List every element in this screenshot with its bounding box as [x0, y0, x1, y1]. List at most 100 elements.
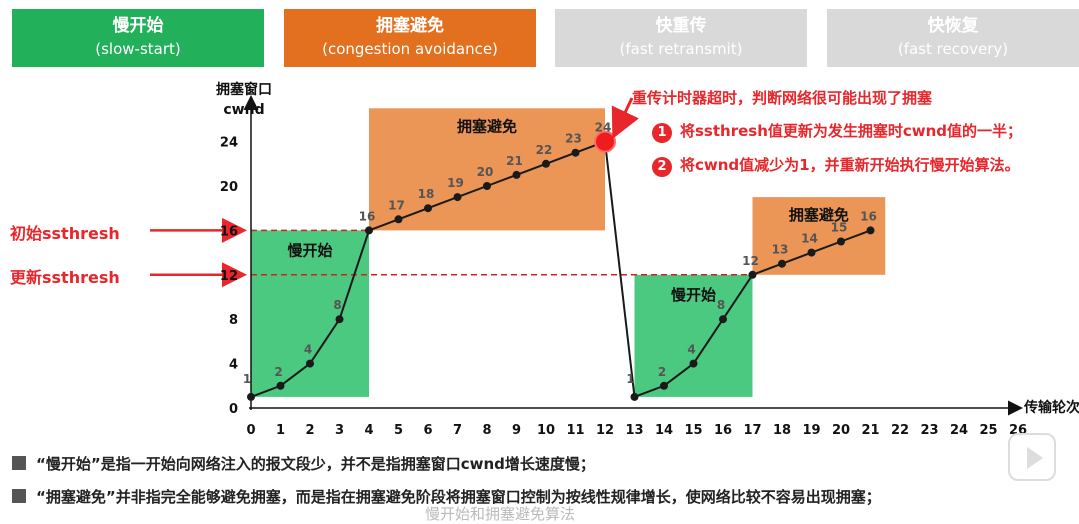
- data-point: [689, 359, 698, 368]
- x-tick-label: 16: [714, 423, 732, 438]
- data-point: [424, 204, 432, 213]
- data-point: [778, 259, 786, 268]
- data-point: [866, 226, 875, 235]
- timeout-arrow: [611, 97, 639, 140]
- data-label: 15: [831, 221, 848, 235]
- data-point: [571, 148, 580, 157]
- cwnd-line: [250, 140, 871, 399]
- x-tick-label: 17: [743, 423, 761, 438]
- data-label: 1: [243, 372, 251, 386]
- note-text: “拥塞避免”并非指完全能够避免拥塞，而是指在拥塞避免阶段将拥塞窗口控制为按线性规…: [36, 488, 881, 506]
- x-tick-label: 15: [684, 423, 702, 438]
- x-tick-label: 1: [276, 423, 285, 438]
- header-congestion-avoidance: 拥塞避免 (congestion avoidance): [284, 9, 536, 67]
- data-point: [837, 237, 845, 246]
- data-label: 17: [388, 198, 405, 212]
- header-subtitle: (fast recovery): [897, 40, 1009, 58]
- x-tick-label: 8: [482, 423, 491, 438]
- y-tick-label: 24: [220, 136, 238, 151]
- phase-region-label: 慢开始: [287, 241, 332, 259]
- data-point: [306, 359, 314, 368]
- header-title: 快重传: [655, 16, 707, 36]
- data-label: 16: [359, 209, 376, 223]
- header-subtitle: (congestion avoidance): [322, 40, 498, 58]
- data-point: [630, 392, 639, 401]
- header-title: 快恢复: [927, 16, 979, 36]
- x-tick-label: 9: [512, 423, 521, 438]
- x-tick-label: 14: [655, 423, 673, 438]
- data-label: 22: [536, 143, 553, 157]
- data-label: 4: [687, 343, 695, 357]
- y-axis-title: 拥塞窗口: [216, 81, 272, 98]
- phase-region: [369, 108, 605, 231]
- x-tick-label: 4: [364, 423, 373, 438]
- subtitle-caption: 慢开始和拥塞避免算法: [425, 505, 576, 523]
- header-subtitle: (slow-start): [95, 40, 181, 58]
- x-tick-label: 18: [773, 423, 791, 438]
- note-slow-start: “慢开始”是指一开始向网络注入的报文段少，并不是指拥塞窗口cwnd增长速度慢；: [12, 453, 595, 474]
- data-label: 14: [801, 232, 818, 246]
- x-tick-label: 0: [246, 423, 255, 438]
- data-label: 8: [333, 298, 341, 312]
- data-label: 23: [565, 132, 582, 146]
- step-1-badge: 1: [652, 123, 672, 143]
- data-point: [276, 381, 285, 390]
- data-label: 20: [477, 165, 494, 179]
- timeout-point: [594, 130, 616, 153]
- x-tick-label: 25: [979, 423, 997, 438]
- x-tick-label: 24: [950, 423, 968, 438]
- phase-region: [251, 230, 369, 397]
- y-tick-label: 12: [220, 269, 238, 284]
- data-point: [807, 248, 816, 257]
- data-point: [748, 270, 757, 279]
- data-label: 21: [506, 154, 523, 168]
- x-tick-label: 20: [832, 423, 850, 438]
- header-title: 慢开始: [112, 16, 164, 36]
- data-label: 8: [717, 298, 725, 312]
- x-tick-label: 7: [453, 423, 462, 438]
- header-subtitle: (fast retransmit): [619, 40, 743, 58]
- data-point: [542, 159, 550, 168]
- data-point: [483, 182, 491, 190]
- y-axis-unit: cwnd: [223, 102, 264, 118]
- x-tick-label: 5: [394, 423, 403, 438]
- play-icon[interactable]: [1008, 433, 1056, 481]
- note-text: “慢开始”是指一开始向网络注入的报文段少，并不是指拥塞窗口cwnd增长速度慢；: [36, 455, 595, 473]
- bullet-square-icon: [12, 489, 26, 503]
- phase-region-label: 拥塞避免: [789, 206, 849, 224]
- x-axis-title: 传输轮次: [1023, 399, 1079, 416]
- phase-region: [634, 274, 753, 397]
- x-tick-label: 23: [920, 423, 938, 438]
- x-tick-label: 21: [861, 423, 879, 438]
- note-congestion-avoidance: “拥塞避免”并非指完全能够避免拥塞，而是指在拥塞避免阶段将拥塞窗口控制为按线性规…: [12, 486, 881, 507]
- step-1-text: 将ssthresh值更新为发生拥塞时cwnd值的一半；: [680, 122, 1023, 140]
- initial-ssthresh-label: 初始ssthresh: [10, 224, 120, 243]
- x-tick-label: 22: [891, 423, 909, 438]
- x-tick-label: 13: [625, 423, 643, 438]
- header-fast-retransmit: 快重传 (fast retransmit): [555, 9, 807, 67]
- data-label: 16: [860, 209, 877, 223]
- y-tick-label: 4: [229, 358, 238, 373]
- step-2-text: 将cwnd值减少为1，并重新开始执行慢开始算法。: [680, 156, 1020, 174]
- data-label: 2: [658, 365, 666, 379]
- bullet-square-icon: [12, 456, 26, 470]
- data-point: [335, 315, 344, 324]
- data-label: 4: [304, 343, 312, 357]
- data-label: 18: [418, 187, 435, 201]
- y-tick-label: 8: [229, 313, 238, 328]
- data-point: [247, 392, 255, 401]
- x-tick-label: 12: [596, 423, 614, 438]
- data-point: [660, 381, 668, 390]
- step-2-badge: 2: [652, 157, 672, 177]
- data-point: [394, 215, 403, 224]
- updated-ssthresh-label: 更新ssthresh: [10, 268, 120, 287]
- data-label: 19: [447, 176, 464, 190]
- x-tick-label: 3: [335, 423, 344, 438]
- x-tick-label: 10: [537, 423, 555, 438]
- header-fast-recovery: 快恢复 (fast recovery): [827, 9, 1079, 67]
- phase-region-label: 慢开始: [671, 286, 716, 304]
- x-tick-label: 19: [802, 423, 820, 438]
- x-tick-label: 2: [305, 423, 314, 438]
- header-title: 拥塞避免: [376, 16, 444, 36]
